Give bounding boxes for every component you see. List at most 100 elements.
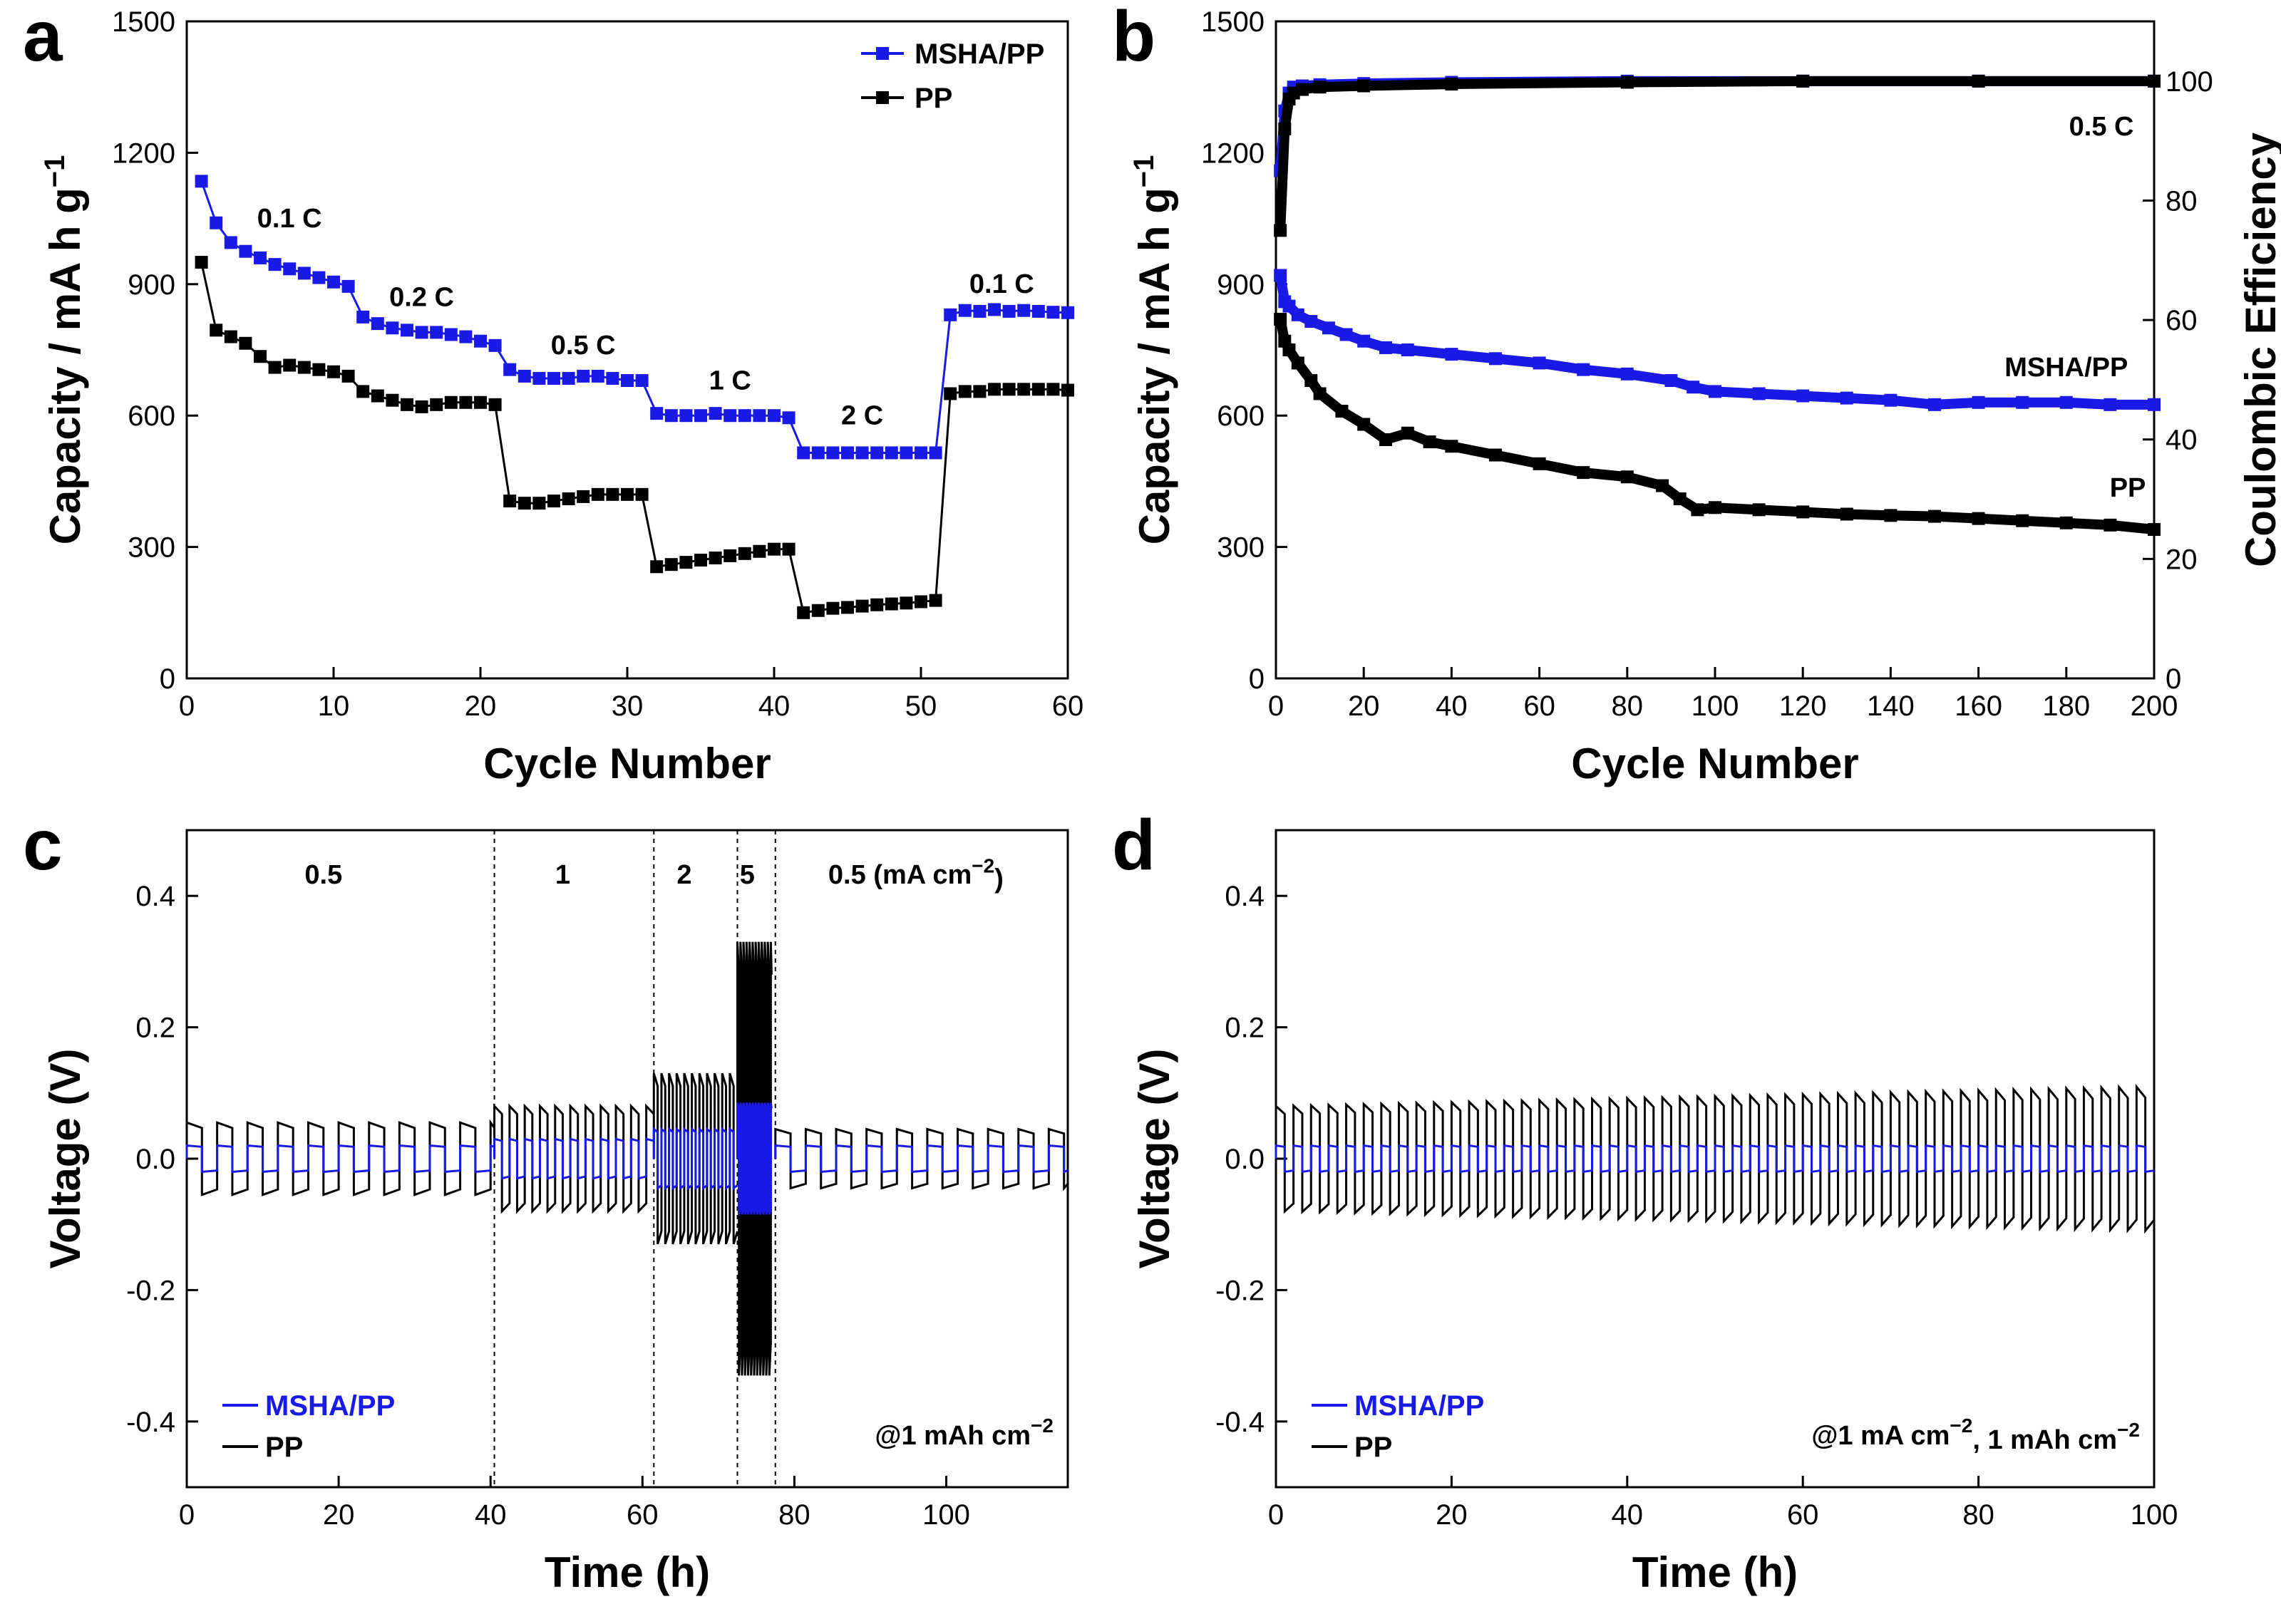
panel-letter-b: b	[1112, 0, 1155, 76]
x-tick-label-a: 20	[465, 691, 497, 722]
y-tick-label-a: 1500	[112, 6, 175, 38]
y-tick-label-b: 900	[1217, 269, 1265, 301]
x-tick-label-d: 60	[1787, 1499, 1819, 1531]
panel-letter-c: c	[23, 805, 63, 885]
y-tick-label-a: 900	[128, 269, 175, 301]
data-point-b-0	[1401, 343, 1414, 356]
data-point-a-pp	[371, 389, 384, 403]
data-point-a-msha	[283, 262, 297, 276]
x-tick-label-b: 0	[1268, 691, 1284, 722]
data-point-a-pp	[474, 395, 487, 409]
data-point-a-msha	[1017, 304, 1031, 317]
annotation-b: 0.5 C	[2069, 112, 2134, 142]
data-point-a-pp	[254, 350, 267, 363]
data-point-a-msha	[239, 244, 252, 258]
data-point-b-1	[1304, 374, 1318, 388]
data-point-b-1	[1796, 505, 1810, 519]
data-point-b-0	[1489, 352, 1502, 366]
voltage-profile-msha-c	[185, 1102, 1069, 1215]
data-point-a-pp	[915, 595, 927, 609]
data-point-a-msha	[1046, 306, 1060, 319]
data-point-a-msha	[664, 409, 678, 423]
x-tick-label-a: 50	[905, 691, 937, 722]
data-point-b-1	[1691, 503, 1704, 517]
data-point-a-msha	[606, 371, 619, 385]
data-point-a-msha	[797, 446, 810, 460]
legend-label-d: PP	[1354, 1432, 1392, 1463]
y-axis-title-c: Voltage (V)	[41, 1049, 89, 1269]
data-point-a-msha	[532, 371, 546, 385]
x-tick-label-a: 60	[1052, 691, 1084, 722]
data-point-a-pp	[488, 398, 502, 411]
data-point-a-msha	[547, 371, 560, 385]
data-point-b-1	[1709, 501, 1721, 514]
data-point-b-0	[1664, 374, 1678, 388]
data-point-b-1	[1357, 418, 1371, 431]
data-point-a-msha	[1031, 304, 1045, 318]
data-point-a-pp	[753, 544, 766, 558]
y2-tick-label-b: 40	[2166, 425, 2198, 456]
data-point-a-pp	[797, 606, 810, 619]
legend-label-c: PP	[265, 1432, 303, 1463]
data-point-b-1	[1928, 510, 1941, 523]
data-point-a-pp	[430, 398, 443, 411]
data-point-b-1	[1972, 512, 1985, 525]
y-tick-label-d: 0.0	[1225, 1144, 1265, 1175]
data-point-a-pp	[356, 385, 370, 398]
data-point-a-pp	[841, 601, 854, 614]
data-point-a-msha	[430, 326, 443, 339]
x-tick-label-b: 60	[1523, 691, 1555, 722]
x-tick-label-d: 80	[1962, 1499, 1994, 1531]
data-point-a-pp	[547, 495, 560, 508]
y-tick-label-d: 0.4	[1225, 881, 1265, 912]
x-tick-label-b: 40	[1436, 691, 1468, 722]
data-point-a-msha	[371, 317, 384, 331]
rate-label-c: 5	[740, 860, 755, 890]
data-point-a-pp	[768, 542, 781, 556]
data-point-b-0	[1339, 328, 1353, 341]
rate-label-c: 1	[555, 860, 570, 890]
legend-label-a: PP	[915, 83, 952, 114]
data-point-a-msha	[254, 251, 267, 264]
data-point-a-msha	[811, 446, 825, 460]
data-point-b-3	[1274, 224, 1287, 237]
data-point-b-0	[1445, 348, 1458, 361]
data-point-a-pp	[870, 598, 884, 611]
x-tick-label-d: 0	[1268, 1499, 1284, 1531]
data-point-b-3	[2148, 74, 2161, 88]
data-point-b-0	[1577, 363, 1590, 376]
legend-marker-a	[876, 91, 889, 104]
data-point-a-pp	[958, 385, 972, 398]
y-tick-label-d: 0.2	[1225, 1013, 1265, 1044]
x-tick-label-b: 160	[1955, 691, 2002, 722]
x-tick-label-c: 20	[323, 1499, 355, 1531]
data-point-a-msha	[1061, 306, 1074, 319]
data-point-a-pp	[694, 554, 707, 567]
data-point-a-msha	[988, 303, 1001, 316]
x-tick-label-b: 100	[1692, 691, 1739, 722]
y2-tick-label-b: 80	[2166, 185, 2198, 217]
data-point-b-0	[2104, 398, 2117, 411]
x-tick-label-b: 200	[2131, 691, 2178, 722]
y-tick-label-b: 1500	[1201, 6, 1265, 38]
data-point-a-pp	[268, 361, 282, 374]
data-point-b-1	[1335, 405, 1349, 418]
x-tick-label-c: 40	[475, 1499, 507, 1531]
legend-label-a: MSHA/PP	[915, 38, 1044, 70]
data-point-b-1	[2016, 514, 2029, 527]
data-point-a-pp	[1002, 383, 1016, 396]
data-point-a-msha	[768, 409, 781, 423]
y-tick-label-c: 0.2	[135, 1013, 175, 1044]
x-tick-label-d: 40	[1612, 1499, 1644, 1531]
data-point-b-0	[2016, 395, 2029, 409]
x-axis-title-c: Time (h)	[545, 1548, 710, 1596]
data-point-b-1	[1840, 507, 1853, 521]
rate-annotation-a: 0.1 C	[969, 269, 1034, 299]
plot-frame-a	[185, 20, 1069, 680]
panel-b: 0 20 40 60 80 100 120 140 160 180 2000300600900120…	[1112, 0, 2281, 787]
data-point-a-msha	[401, 324, 413, 337]
data-point-a-msha	[973, 304, 987, 318]
data-point-a-pp	[988, 383, 1001, 396]
data-point-a-pp	[341, 369, 355, 383]
data-point-a-pp	[621, 487, 634, 501]
